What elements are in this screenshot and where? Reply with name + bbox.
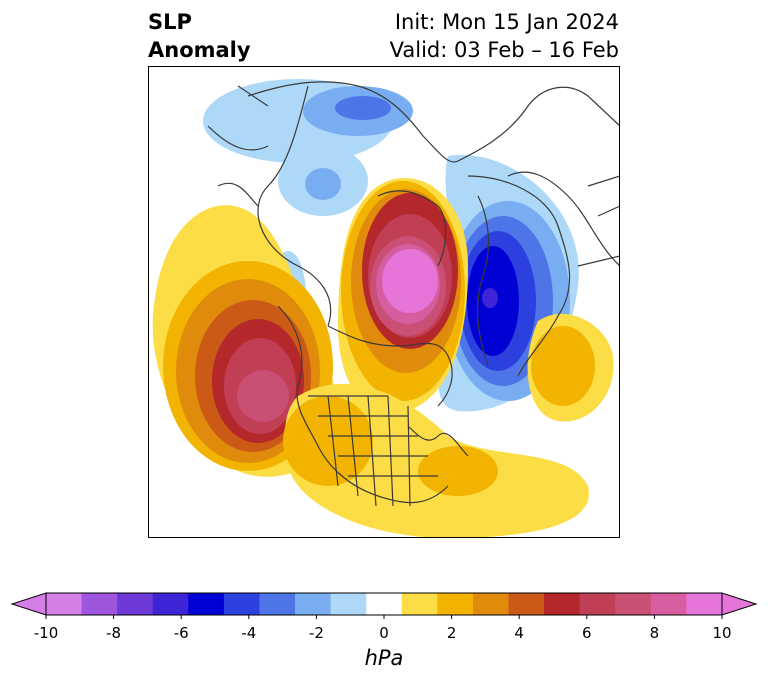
colorbar-extend-max — [721, 592, 758, 616]
colorbar-tick-label: -2 — [308, 624, 324, 642]
colorbar-segment — [330, 593, 367, 615]
colorbar-segment — [579, 593, 616, 615]
colorbar-segment — [188, 593, 225, 615]
colorbar-tick-label: -10 — [33, 624, 59, 642]
colorbar-segment — [508, 593, 545, 615]
map-title: SLP Anomaly — [148, 8, 251, 64]
colorbar-segment — [46, 593, 83, 615]
colorbar-segment — [650, 593, 687, 615]
init-date: Init: Mon 15 Jan 2024 — [394, 10, 619, 34]
title-line-2: Anomaly — [148, 38, 251, 62]
colorbar-tick-label: 4 — [514, 624, 524, 642]
colorbar-tick-label: 0 — [379, 624, 389, 642]
colorbar-tick-label: 2 — [446, 624, 457, 642]
forecast-dates: Init: Mon 15 Jan 2024 Valid: 03 Feb – 16… — [390, 8, 619, 64]
colorbar-segment — [437, 593, 474, 615]
colorbar-tick-label: -4 — [241, 624, 257, 642]
colorbar-segment — [615, 593, 652, 615]
colorbar-tick-label: -8 — [106, 624, 122, 642]
title-line-1: SLP — [148, 10, 192, 34]
colorbar-units: hPa — [364, 646, 404, 670]
colorbar-tick-label: 8 — [649, 624, 660, 642]
slp-anomaly-map — [148, 66, 620, 538]
colorbar-segment — [152, 593, 189, 615]
colorbar — [10, 592, 758, 619]
colorbar-segment — [544, 593, 581, 615]
colorbar-segment — [223, 593, 260, 615]
colorbar-tick-label: -6 — [173, 624, 189, 642]
positive-anomaly-east-atlantic — [527, 313, 614, 422]
coastlines — [207, 81, 620, 507]
colorbar-segment — [472, 593, 510, 615]
colorbar-extend-min — [10, 592, 47, 616]
positive-anomaly-arctic — [338, 177, 468, 415]
colorbar-segment — [259, 593, 296, 615]
colorbar-segment — [81, 593, 118, 615]
colorbar-tick-label: 6 — [582, 624, 592, 642]
colorbar-segment — [401, 593, 438, 615]
colorbar-segment — [686, 593, 723, 615]
colorbar-tick-label: 10 — [712, 624, 732, 642]
colorbar-segment — [295, 593, 332, 615]
colorbar-segment — [366, 593, 403, 615]
colorbar-segment — [117, 593, 154, 615]
valid-range: Valid: 03 Feb – 16 Feb — [389, 38, 619, 62]
